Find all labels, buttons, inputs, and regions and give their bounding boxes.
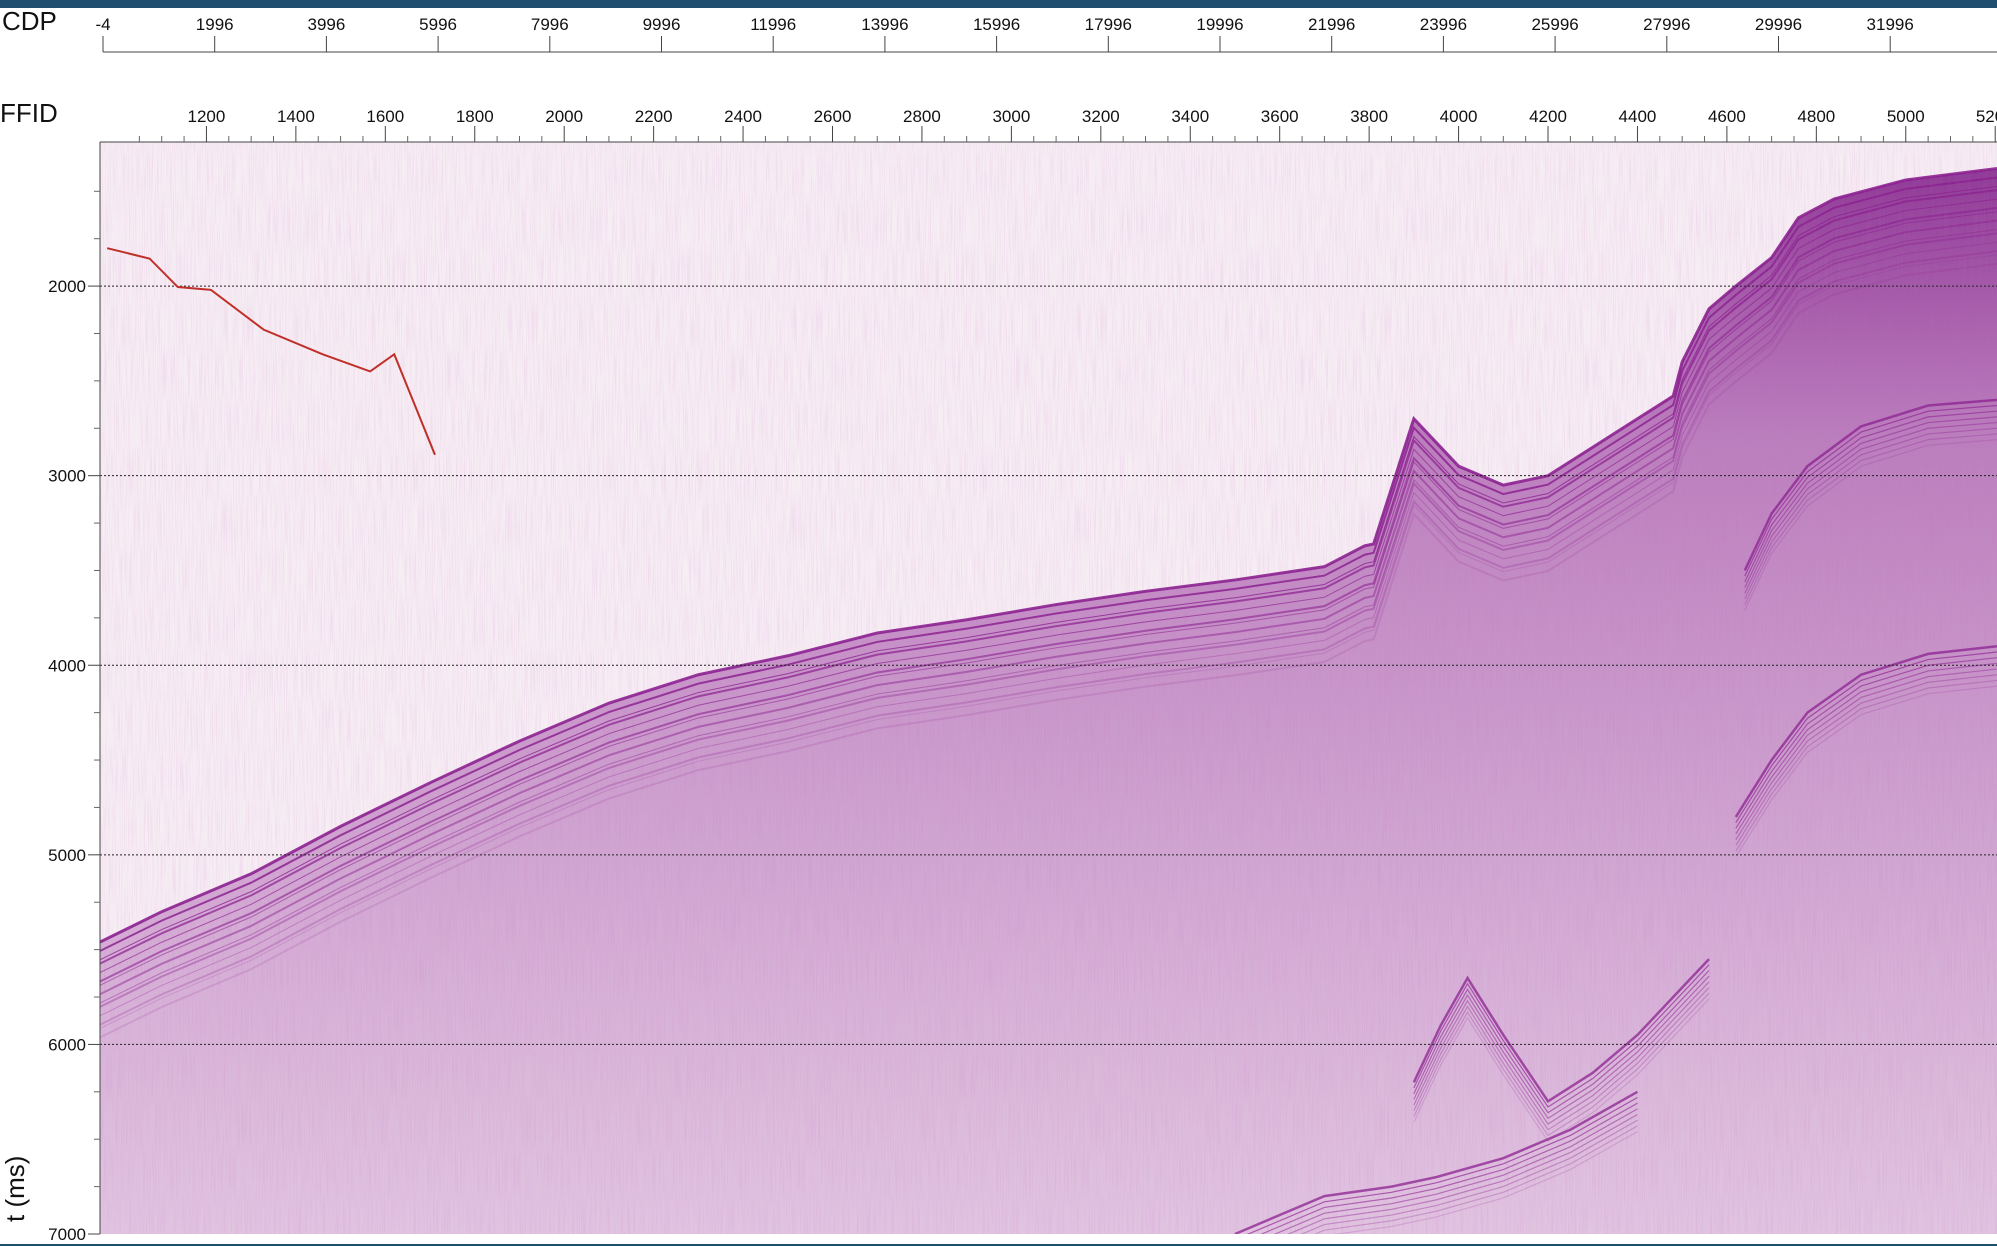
time-gridlines	[100, 285, 1997, 1045]
ffid-tick-label: 520	[1976, 107, 1997, 126]
cdp-tick-group: -4 1996 3996 5996 7996 9996 11996 13996 15996 179…	[95, 15, 1914, 52]
interpreted-overlay-line	[106, 247, 436, 456]
ffid-tick-label: 1800	[456, 107, 494, 126]
cdp-tick-label: 21996	[1308, 15, 1355, 34]
ffid-tick-label: 1400	[277, 107, 315, 126]
time-tick-label: 3000	[48, 467, 86, 486]
time-tick-label: 6000	[48, 1035, 86, 1054]
cdp-tick-label: 9996	[643, 15, 681, 34]
time-tick-label: 4000	[48, 656, 86, 675]
cdp-tick-label: 27996	[1643, 15, 1690, 34]
ffid-tick-label: 1200	[188, 107, 226, 126]
ffid-axis: FFID 1200 1400 1600 1800 2000 2200 2400 2600 280…	[0, 98, 1997, 143]
cdp-axis: CDP -4 1996 3996 5996 7996 9996 11996 13996 1599…	[2, 6, 1997, 53]
ffid-tick-label: 4200	[1529, 107, 1567, 126]
cdp-tick-label: 17996	[1085, 15, 1132, 34]
cdp-axis-label: CDP	[2, 6, 57, 36]
time-tick-group: 2000 3000 4000 5000 6000 7000	[48, 190, 100, 1244]
ffid-axis-label: FFID	[0, 98, 58, 128]
cdp-tick-label: 1996	[196, 15, 234, 34]
cdp-tick-label: 31996	[1867, 15, 1914, 34]
cdp-tick-label: 7996	[531, 15, 569, 34]
ffid-tick-label: 3200	[1082, 107, 1120, 126]
cdp-tick-label: 5996	[419, 15, 457, 34]
ffid-tick-label: 3600	[1261, 107, 1299, 126]
ffid-tick-label: 1600	[366, 107, 404, 126]
cdp-tick-label: 11996	[750, 15, 796, 34]
cdp-tick-label: 13996	[861, 15, 908, 34]
ffid-tick-label: 2800	[903, 107, 941, 126]
ffid-tick-label: 3800	[1350, 107, 1388, 126]
trace-noise	[100, 142, 1997, 1234]
ffid-tick-label: 2200	[635, 107, 673, 126]
ffid-tick-label: 4800	[1797, 107, 1835, 126]
time-tick-label: 2000	[48, 277, 86, 296]
time-axis-label: t (ms)	[0, 1156, 30, 1222]
cdp-tick-label: 23996	[1420, 15, 1467, 34]
ffid-tick-label: 2600	[814, 107, 852, 126]
cdp-tick-label: -4	[95, 15, 110, 34]
cdp-tick-label: 3996	[307, 15, 345, 34]
ffid-tick-label: 4400	[1619, 107, 1657, 126]
cdp-tick-label: 15996	[973, 15, 1020, 34]
cdp-tick-label: 25996	[1531, 15, 1578, 34]
ffid-tick-group: 1200 1400 1600 1800 2000 2200 2400 2600 2800 3000…	[138, 107, 1997, 142]
ffid-tick-label: 4000	[1440, 107, 1478, 126]
ffid-tick-label: 5000	[1887, 107, 1925, 126]
time-tick-label: 5000	[48, 846, 86, 865]
ffid-tick-label: 3400	[1171, 107, 1209, 126]
ffid-tick-label: 4600	[1708, 107, 1746, 126]
ffid-tick-label: 3000	[992, 107, 1030, 126]
seismic-plot-area	[100, 142, 1997, 1234]
cdp-tick-label: 29996	[1755, 15, 1802, 34]
time-tick-label: 7000	[48, 1225, 86, 1244]
ffid-tick-label: 2400	[724, 107, 762, 126]
time-axis: 2000 3000 4000 5000 6000 7000 t (ms)	[0, 142, 101, 1244]
cdp-tick-label: 19996	[1196, 15, 1243, 34]
ffid-tick-label: 2000	[545, 107, 583, 126]
